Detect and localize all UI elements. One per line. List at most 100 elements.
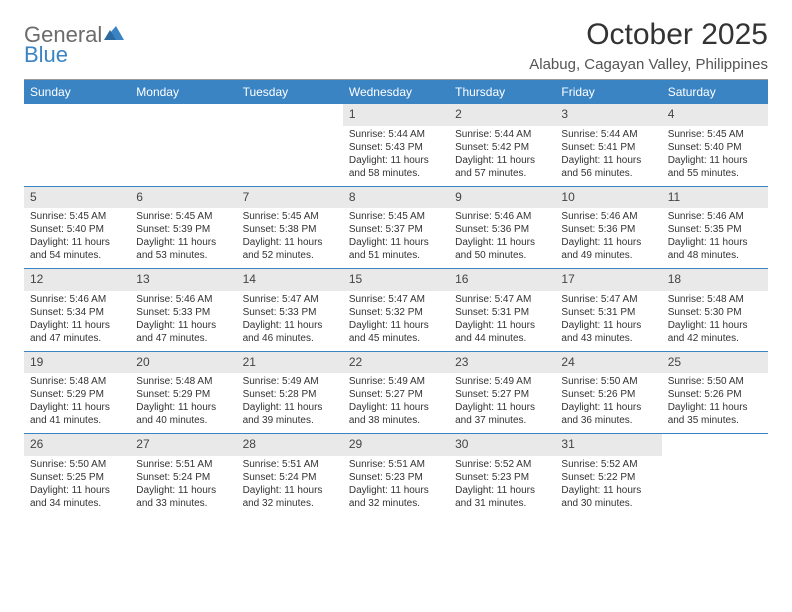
day-cell: 12Sunrise: 5:46 AMSunset: 5:34 PMDayligh… [24, 269, 130, 351]
day-detail-line: Daylight: 11 hours and 49 minutes. [561, 236, 655, 262]
day-detail-line: Sunrise: 5:51 AM [243, 458, 337, 471]
day-detail-line: Sunrise: 5:45 AM [136, 210, 230, 223]
day-detail-line: Sunset: 5:34 PM [30, 306, 124, 319]
location-subtitle: Alabug, Cagayan Valley, Philippines [529, 56, 768, 73]
day-detail-line: Daylight: 11 hours and 39 minutes. [243, 401, 337, 427]
day-number: 12 [24, 269, 130, 291]
day-cell: 2Sunrise: 5:44 AMSunset: 5:42 PMDaylight… [449, 104, 555, 186]
day-cell: 25Sunrise: 5:50 AMSunset: 5:26 PMDayligh… [662, 352, 768, 434]
day-details: Sunrise: 5:50 AMSunset: 5:26 PMDaylight:… [662, 375, 768, 427]
weekday-header-cell: Wednesday [343, 80, 449, 104]
day-cell: 17Sunrise: 5:47 AMSunset: 5:31 PMDayligh… [555, 269, 661, 351]
day-detail-line: Daylight: 11 hours and 37 minutes. [455, 401, 549, 427]
day-detail-line: Daylight: 11 hours and 42 minutes. [668, 319, 762, 345]
weeks-container: ...1Sunrise: 5:44 AMSunset: 5:43 PMDayli… [24, 104, 768, 516]
day-cell: . [237, 104, 343, 186]
day-number: 28 [237, 434, 343, 456]
day-detail-line: Daylight: 11 hours and 33 minutes. [136, 484, 230, 510]
day-number: 8 [343, 187, 449, 209]
day-details: Sunrise: 5:47 AMSunset: 5:32 PMDaylight:… [343, 293, 449, 345]
day-details: Sunrise: 5:46 AMSunset: 5:34 PMDaylight:… [24, 293, 130, 345]
day-number: 23 [449, 352, 555, 374]
week-row: 26Sunrise: 5:50 AMSunset: 5:25 PMDayligh… [24, 433, 768, 516]
day-cell: 8Sunrise: 5:45 AMSunset: 5:37 PMDaylight… [343, 187, 449, 269]
day-details: Sunrise: 5:45 AMSunset: 5:38 PMDaylight:… [237, 210, 343, 262]
day-number: . [662, 434, 768, 456]
day-detail-line: Sunset: 5:30 PM [668, 306, 762, 319]
day-number: . [24, 104, 130, 126]
day-detail-line: Sunset: 5:22 PM [561, 471, 655, 484]
day-detail-line: Daylight: 11 hours and 30 minutes. [561, 484, 655, 510]
day-detail-line: Sunset: 5:33 PM [136, 306, 230, 319]
day-detail-line: Sunset: 5:32 PM [349, 306, 443, 319]
day-details: Sunrise: 5:47 AMSunset: 5:33 PMDaylight:… [237, 293, 343, 345]
calendar-grid: SundayMondayTuesdayWednesdayThursdayFrid… [24, 79, 768, 516]
day-number: 31 [555, 434, 661, 456]
weekday-header-cell: Friday [555, 80, 661, 104]
day-detail-line: Sunrise: 5:51 AM [349, 458, 443, 471]
day-detail-line: Daylight: 11 hours and 56 minutes. [561, 154, 655, 180]
day-cell: 1Sunrise: 5:44 AMSunset: 5:43 PMDaylight… [343, 104, 449, 186]
day-cell: 18Sunrise: 5:48 AMSunset: 5:30 PMDayligh… [662, 269, 768, 351]
day-detail-line: Sunset: 5:39 PM [136, 223, 230, 236]
day-number: 15 [343, 269, 449, 291]
day-details: Sunrise: 5:44 AMSunset: 5:43 PMDaylight:… [343, 128, 449, 180]
day-cell: 21Sunrise: 5:49 AMSunset: 5:28 PMDayligh… [237, 352, 343, 434]
day-detail-line: Daylight: 11 hours and 58 minutes. [349, 154, 443, 180]
day-detail-line: Daylight: 11 hours and 47 minutes. [136, 319, 230, 345]
day-cell: 15Sunrise: 5:47 AMSunset: 5:32 PMDayligh… [343, 269, 449, 351]
weekday-header-cell: Thursday [449, 80, 555, 104]
day-detail-line: Sunset: 5:26 PM [668, 388, 762, 401]
day-cell: 9Sunrise: 5:46 AMSunset: 5:36 PMDaylight… [449, 187, 555, 269]
day-detail-line: Daylight: 11 hours and 41 minutes. [30, 401, 124, 427]
day-detail-line: Sunset: 5:27 PM [455, 388, 549, 401]
weekday-header-row: SundayMondayTuesdayWednesdayThursdayFrid… [24, 80, 768, 104]
day-cell: 14Sunrise: 5:47 AMSunset: 5:33 PMDayligh… [237, 269, 343, 351]
day-detail-line: Daylight: 11 hours and 47 minutes. [30, 319, 124, 345]
day-detail-line: Sunrise: 5:46 AM [455, 210, 549, 223]
day-detail-line: Sunset: 5:24 PM [243, 471, 337, 484]
day-details: Sunrise: 5:46 AMSunset: 5:36 PMDaylight:… [449, 210, 555, 262]
day-details: Sunrise: 5:48 AMSunset: 5:29 PMDaylight:… [130, 375, 236, 427]
day-detail-line: Sunrise: 5:46 AM [561, 210, 655, 223]
day-cell: . [662, 434, 768, 516]
day-details: Sunrise: 5:51 AMSunset: 5:23 PMDaylight:… [343, 458, 449, 510]
day-detail-line: Sunset: 5:36 PM [561, 223, 655, 236]
day-detail-line: Sunset: 5:23 PM [349, 471, 443, 484]
day-details: Sunrise: 5:46 AMSunset: 5:33 PMDaylight:… [130, 293, 236, 345]
day-cell: 10Sunrise: 5:46 AMSunset: 5:36 PMDayligh… [555, 187, 661, 269]
day-details: Sunrise: 5:52 AMSunset: 5:23 PMDaylight:… [449, 458, 555, 510]
day-detail-line: Sunset: 5:40 PM [30, 223, 124, 236]
day-detail-line: Daylight: 11 hours and 45 minutes. [349, 319, 443, 345]
day-detail-line: Sunset: 5:43 PM [349, 141, 443, 154]
day-number: 2 [449, 104, 555, 126]
day-cell: . [130, 104, 236, 186]
day-cell: 20Sunrise: 5:48 AMSunset: 5:29 PMDayligh… [130, 352, 236, 434]
day-cell: 28Sunrise: 5:51 AMSunset: 5:24 PMDayligh… [237, 434, 343, 516]
day-detail-line: Sunrise: 5:44 AM [349, 128, 443, 141]
week-row: ...1Sunrise: 5:44 AMSunset: 5:43 PMDayli… [24, 104, 768, 186]
day-detail-line: Sunrise: 5:49 AM [349, 375, 443, 388]
day-number: 14 [237, 269, 343, 291]
day-detail-line: Sunset: 5:26 PM [561, 388, 655, 401]
day-details: Sunrise: 5:51 AMSunset: 5:24 PMDaylight:… [237, 458, 343, 510]
day-detail-line: Daylight: 11 hours and 48 minutes. [668, 236, 762, 262]
calendar-page: General Blue October 2025 Alabug, Cagaya… [0, 0, 792, 526]
day-detail-line: Sunset: 5:36 PM [455, 223, 549, 236]
day-detail-line: Sunrise: 5:44 AM [455, 128, 549, 141]
day-number: 29 [343, 434, 449, 456]
day-number: 9 [449, 187, 555, 209]
day-detail-line: Sunrise: 5:46 AM [30, 293, 124, 306]
day-detail-line: Sunrise: 5:51 AM [136, 458, 230, 471]
day-detail-line: Sunrise: 5:47 AM [243, 293, 337, 306]
day-detail-line: Daylight: 11 hours and 57 minutes. [455, 154, 549, 180]
day-detail-line: Daylight: 11 hours and 32 minutes. [243, 484, 337, 510]
day-number: 18 [662, 269, 768, 291]
day-cell: 13Sunrise: 5:46 AMSunset: 5:33 PMDayligh… [130, 269, 236, 351]
day-cell: 11Sunrise: 5:46 AMSunset: 5:35 PMDayligh… [662, 187, 768, 269]
day-number: 24 [555, 352, 661, 374]
brand-name: General Blue [24, 22, 124, 66]
day-detail-line: Sunrise: 5:50 AM [561, 375, 655, 388]
day-detail-line: Sunset: 5:25 PM [30, 471, 124, 484]
day-detail-line: Sunset: 5:28 PM [243, 388, 337, 401]
